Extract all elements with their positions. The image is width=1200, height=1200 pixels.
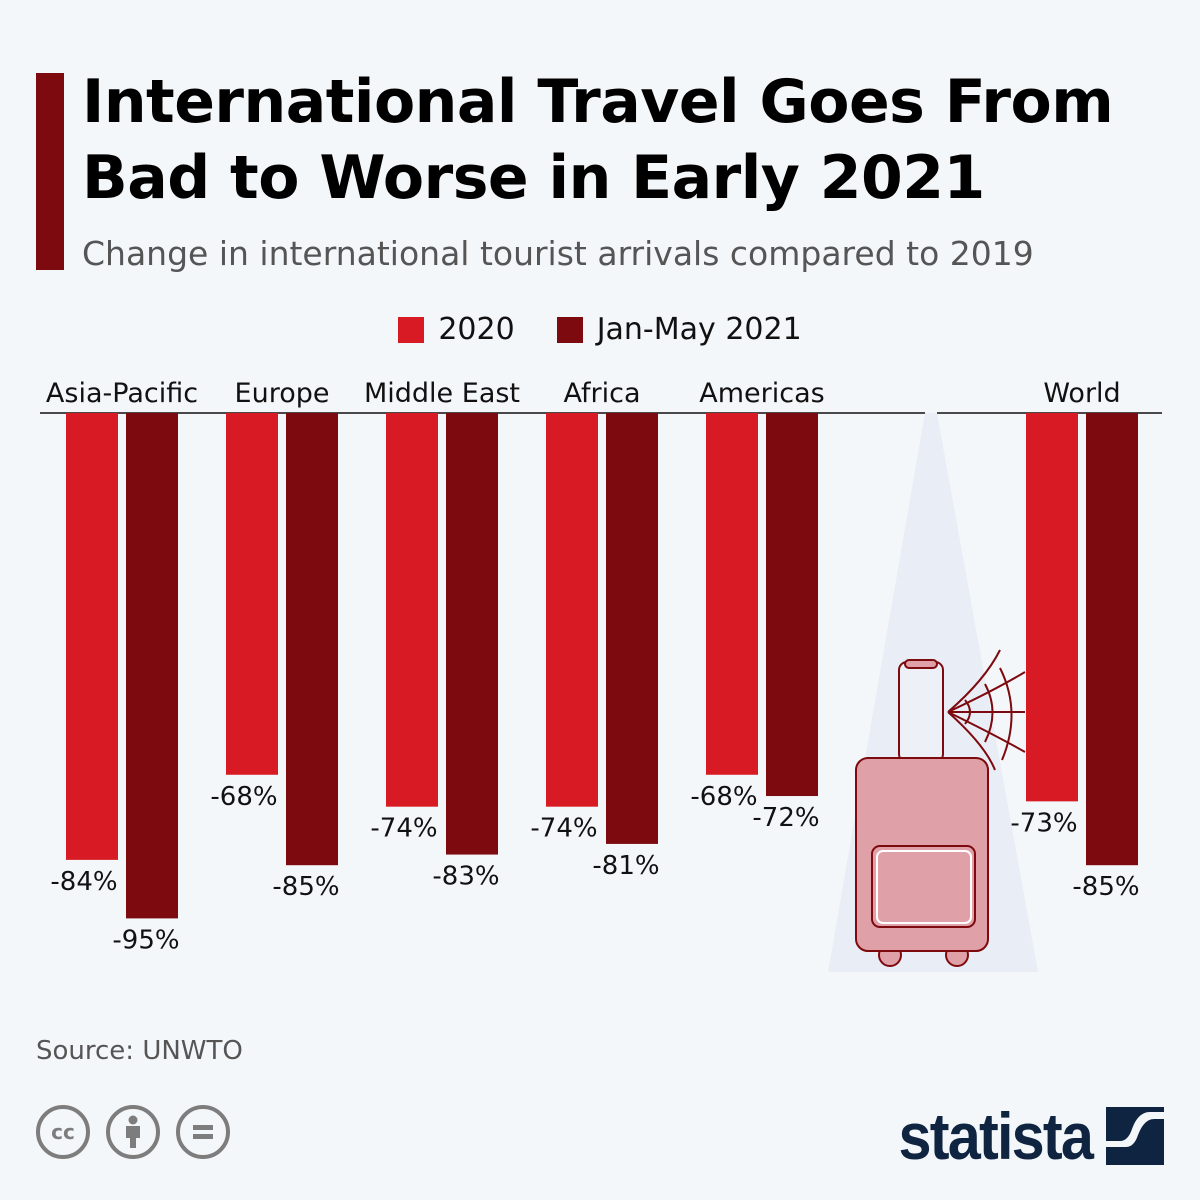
- data-label: -72%: [752, 803, 819, 833]
- category-label: Europe: [235, 378, 330, 409]
- legend: 2020 Jan-May 2021: [0, 312, 1200, 347]
- data-label: -83%: [432, 862, 499, 892]
- statista-wordmark: statista: [898, 1099, 1093, 1173]
- bar-2021: [126, 413, 178, 919]
- data-label: -73%: [1010, 808, 1077, 838]
- bar-2021: [1086, 413, 1138, 866]
- bar-2020: [226, 413, 278, 775]
- bar-chart: Asia-Pacific -84% -95% Europe -68% -85% Middle…: [40, 378, 1162, 972]
- no-derivatives-icon[interactable]: [176, 1105, 230, 1159]
- data-label: -85%: [1072, 872, 1139, 902]
- legend-label-2020: 2020: [438, 312, 515, 347]
- bar-2020: [546, 413, 598, 807]
- bar-2020: [66, 413, 118, 860]
- data-label: -68%: [210, 782, 277, 812]
- category-label: Africa: [563, 378, 640, 409]
- statista-logo-icon: [1106, 1107, 1164, 1165]
- legend-swatch-2021: [556, 316, 583, 343]
- suitcase-with-cobweb-icon: [855, 649, 1026, 967]
- bar-2021: [446, 413, 498, 855]
- title-accent-bar: [36, 73, 64, 270]
- bar-2021: [766, 413, 818, 797]
- legend-item-2021: Jan-May 2021: [556, 312, 802, 347]
- category-label: Americas: [699, 378, 824, 409]
- data-label: -85%: [272, 872, 339, 902]
- legend-label-2021: Jan-May 2021: [596, 312, 802, 347]
- data-label: -84%: [50, 867, 117, 897]
- category-label: Middle East: [364, 378, 520, 409]
- license-icons: cc: [36, 1105, 230, 1159]
- bar-2020: [706, 413, 758, 775]
- legend-item-2020: 2020: [398, 312, 515, 347]
- data-label: -68%: [690, 782, 757, 812]
- bar-2021: [606, 413, 658, 844]
- category-label: World: [1043, 378, 1120, 409]
- legend-swatch-2020: [398, 316, 425, 343]
- source-note: Source: UNWTO: [36, 1036, 243, 1066]
- data-label: -74%: [370, 814, 437, 844]
- attribution-icon[interactable]: [106, 1105, 160, 1159]
- bar-2020: [386, 413, 438, 807]
- cc-icon[interactable]: cc: [36, 1105, 90, 1159]
- bar-2021: [286, 413, 338, 866]
- category-label: Asia-Pacific: [46, 378, 198, 409]
- chart-title: International Travel Goes From Bad to Wo…: [82, 67, 1114, 213]
- chart-subtitle: Change in international tourist arrivals…: [82, 234, 1034, 273]
- statista-logo[interactable]: statista: [877, 1098, 1164, 1174]
- bar-2020: [1026, 413, 1078, 802]
- data-label: -81%: [592, 851, 659, 881]
- data-label: -95%: [112, 925, 179, 955]
- data-label: -74%: [530, 814, 597, 844]
